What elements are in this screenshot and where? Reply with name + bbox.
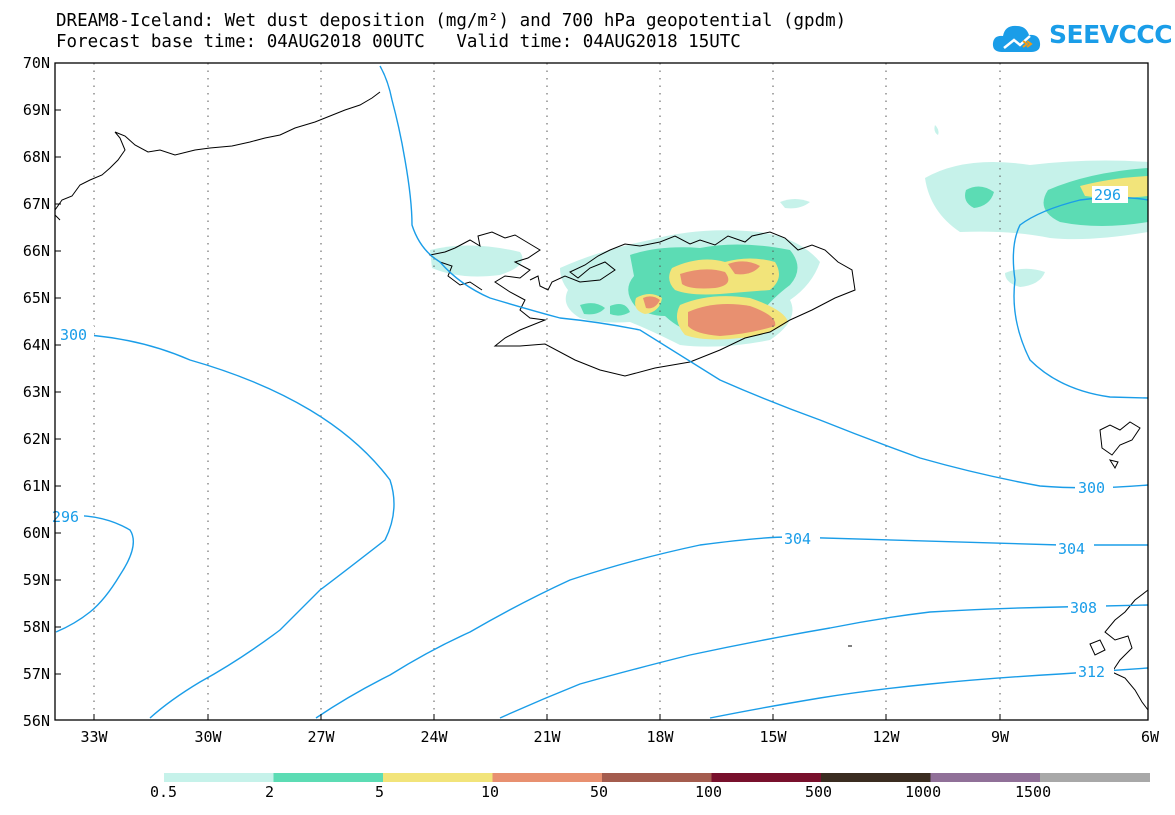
graticule <box>93 63 1001 720</box>
lat-label: 64N <box>23 336 50 354</box>
map-title: DREAM8-Iceland: Wet dust deposition (mg/… <box>56 11 847 31</box>
contour-label: 304 <box>1058 540 1085 558</box>
contour-label: 296 <box>52 508 79 526</box>
lat-label: 58N <box>23 618 50 636</box>
lat-label: 69N <box>23 101 50 119</box>
colorbar-swatch <box>930 773 1041 782</box>
colorbar-swatch <box>164 773 274 782</box>
colorbar-label: 5 <box>375 783 385 801</box>
colorbar-label: 50 <box>590 783 609 801</box>
lat-label: 59N <box>23 571 50 589</box>
lat-label: 68N <box>23 148 50 166</box>
lon-label: 30W <box>194 728 222 746</box>
geopotential-contours <box>55 65 1149 719</box>
lon-label: 27W <box>307 728 335 746</box>
colorbar-label: 500 <box>805 783 833 801</box>
lon-label: 12W <box>872 728 900 746</box>
colorbar-swatch <box>273 773 384 782</box>
contour-label: 296 <box>1094 186 1121 204</box>
contour-label: 312 <box>1078 663 1105 681</box>
colorbar-label: 100 <box>695 783 723 801</box>
contour-label: 300 <box>60 326 87 344</box>
lat-label: 66N <box>23 242 50 260</box>
forecast-times: Forecast base time: 04AUG2018 00UTC Vali… <box>56 32 741 52</box>
contour-label: 300 <box>1078 479 1105 497</box>
lon-label: 24W <box>420 728 448 746</box>
contour-label: 308 <box>1070 599 1097 617</box>
colorbar-swatch <box>492 773 603 782</box>
lon-label: 18W <box>646 728 674 746</box>
longitude-labels: 33W 30W 27W 24W 21W 18W 15W 12W 9W 6W <box>80 728 1160 746</box>
colorbar-swatch <box>602 773 712 782</box>
cloud-icon <box>992 25 1041 52</box>
lat-label: 67N <box>23 195 50 213</box>
lat-label: 60N <box>23 524 50 542</box>
colorbar-swatch <box>383 773 493 782</box>
colorbar <box>164 773 1150 782</box>
lon-label: 6W <box>1141 728 1160 746</box>
lat-label: 61N <box>23 477 50 495</box>
lon-label: 9W <box>991 728 1010 746</box>
dust-shading <box>430 125 1148 347</box>
colorbar-label: 1500 <box>1015 783 1052 801</box>
colorbar-label: 2 <box>265 783 275 801</box>
lat-label: 57N <box>23 665 50 683</box>
map-frame <box>54 62 1149 721</box>
lon-label: 21W <box>533 728 561 746</box>
colorbar-swatch <box>1040 773 1150 782</box>
logo-text: SEEVCCC <box>1049 20 1173 49</box>
latitude-labels: 70N 69N 68N 67N 66N 65N 64N 63N 62N 61N … <box>23 54 50 730</box>
lat-label: 56N <box>23 712 50 730</box>
lon-label: 15W <box>759 728 787 746</box>
colorbar-label: 1000 <box>905 783 942 801</box>
lat-label: 62N <box>23 430 50 448</box>
lon-label: 33W <box>80 728 108 746</box>
colorbar-swatch <box>821 773 931 782</box>
colorbar-label: 0.5 <box>150 783 178 801</box>
colorbar-label: 10 <box>481 783 500 801</box>
lat-label: 70N <box>23 54 50 72</box>
lat-label: 63N <box>23 383 50 401</box>
colorbar-swatch <box>711 773 822 782</box>
coastlines <box>54 91 1149 711</box>
contour-label: 304 <box>784 530 811 548</box>
lat-label: 65N <box>23 289 50 307</box>
